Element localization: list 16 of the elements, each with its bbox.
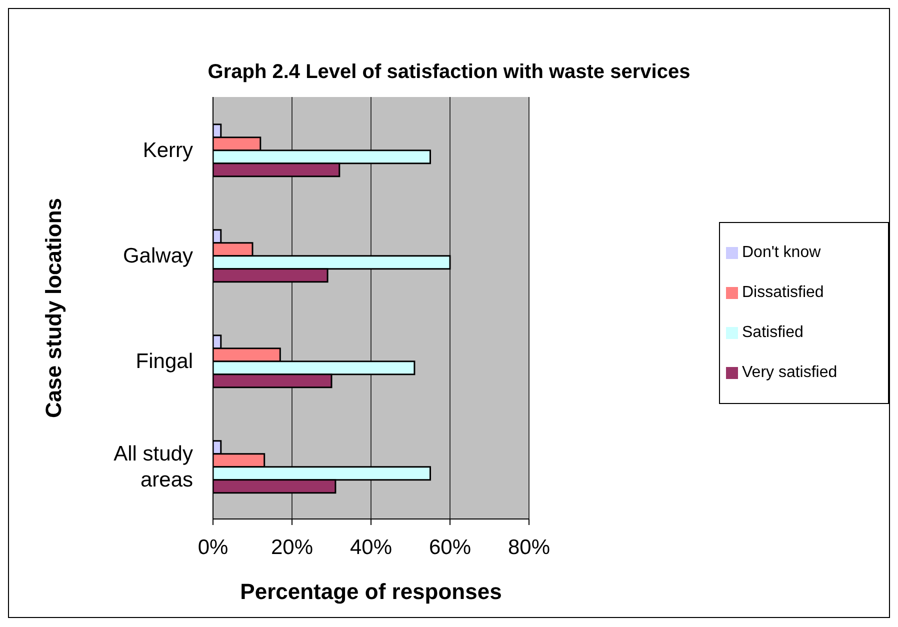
y-tick-label: Kerry [142,138,194,162]
legend-label: Very satisfied [742,364,838,381]
x-tick-label: 40% [350,536,392,559]
x-tick-label: 80% [508,536,550,559]
x-axis-title: Percentage of responses [240,579,502,604]
y-tick-label: Fingal [136,349,193,372]
legend-label: Satisfied [742,324,804,341]
legend-label: Don't know [742,244,821,261]
x-tick-label: 0% [198,536,228,559]
y-axis-title: Case study locations [40,198,66,418]
y-tick-label: All study areas [114,442,194,491]
x-tick-label: 20% [270,536,314,559]
y-tick-label: Galway [122,244,194,267]
chart-title: Graph 2.4 Level of satisfaction with waste services [206,61,692,84]
x-tick-label: 60% [428,536,472,559]
legend-label: Dissatisfied [742,284,824,301]
